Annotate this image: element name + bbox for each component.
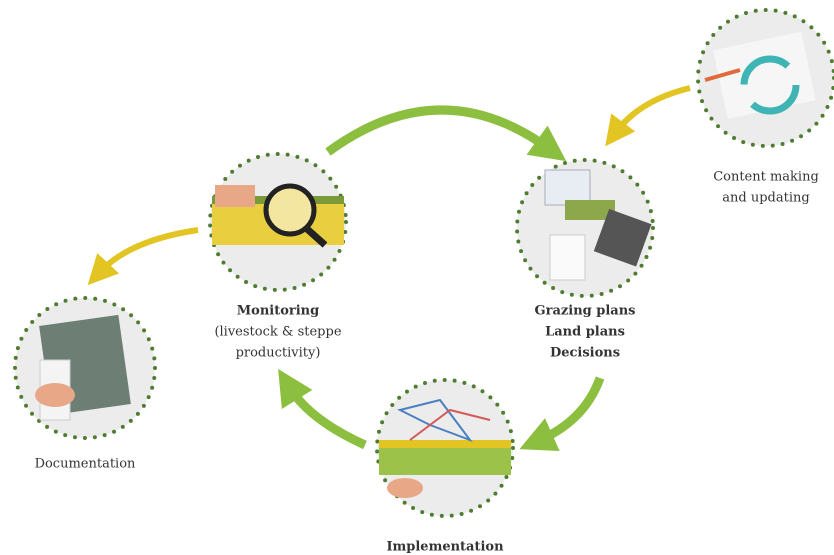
arrow [100, 230, 198, 272]
node-label: Documentation [35, 457, 136, 472]
node-documentation [15, 298, 155, 438]
node-grazing [517, 160, 653, 296]
arrow [540, 378, 600, 440]
node-label: and updating [722, 191, 809, 206]
node-label: Grazing plans [535, 304, 636, 319]
node-label: Decisions [550, 346, 620, 361]
node-content [698, 10, 834, 146]
arrow [328, 110, 548, 152]
node-label: Land plans [545, 325, 625, 340]
node-monitoring [210, 154, 346, 290]
node-implementation [377, 380, 513, 516]
node-label: Content making [713, 170, 819, 185]
arrow [290, 388, 365, 445]
node-label: Monitoring [237, 304, 319, 319]
arrow [616, 88, 690, 132]
node-label: Implementation [386, 540, 504, 555]
node-label: (livestock & steppe [214, 325, 341, 340]
node-label: productivity) [236, 346, 321, 361]
diagram: Content making and updating Grazing plan… [0, 0, 834, 555]
